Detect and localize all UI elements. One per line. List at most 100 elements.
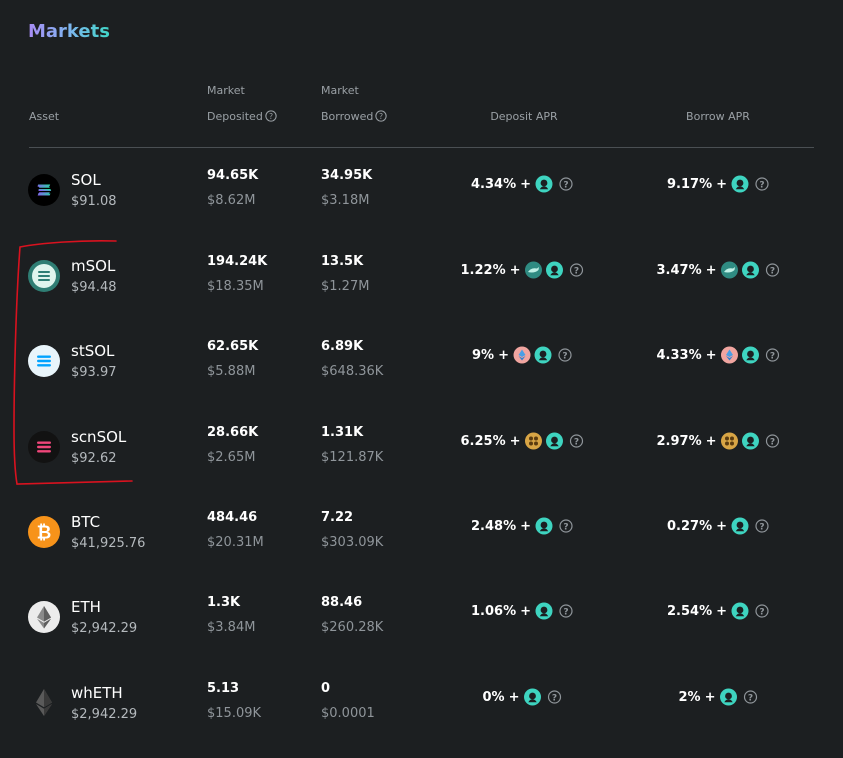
deposited-amount: 62.65K bbox=[207, 339, 259, 354]
asset-price: $91.08 bbox=[71, 194, 117, 209]
deposited-usd: $3.84M bbox=[207, 620, 256, 635]
market-row-sol[interactable]: SOL $91.08 94.65K $8.62M 34.95K $3.18M 4.34% +?… bbox=[0, 168, 843, 228]
header-market-deposited: Market Deposited? bbox=[207, 78, 277, 130]
deposit-apr-value: 4.34% bbox=[470, 176, 517, 192]
msol-icon bbox=[28, 260, 60, 292]
plus-sign: + bbox=[508, 689, 520, 705]
help-icon[interactable]: ? bbox=[765, 263, 780, 277]
plus-sign: + bbox=[716, 176, 728, 192]
deposit-apr-value: 1.06% bbox=[470, 603, 517, 619]
header-divider bbox=[29, 147, 814, 148]
deposited-amount: 94.65K bbox=[207, 168, 259, 183]
plus-sign: + bbox=[704, 689, 716, 705]
borrowed-amount: 88.46 bbox=[321, 595, 363, 610]
asset-name: ETH bbox=[71, 598, 101, 616]
help-icon[interactable]: ? bbox=[755, 604, 769, 618]
help-icon[interactable]: ? bbox=[755, 519, 769, 533]
plus-sign: + bbox=[716, 518, 728, 534]
asset-price: $92.62 bbox=[71, 451, 117, 466]
deposited-usd: $20.31M bbox=[207, 535, 264, 550]
reward-token-icon bbox=[731, 517, 749, 535]
deposit-apr-value: 0% bbox=[482, 689, 505, 705]
borrow-apr-value: 3.47% bbox=[656, 262, 702, 278]
help-icon[interactable]: ? bbox=[559, 604, 573, 618]
reward-token-icon bbox=[546, 432, 564, 450]
reward-token-icon bbox=[719, 688, 737, 706]
market-row-eth[interactable]: ETH $2,942.29 1.3K $3.84M 88.46 $260.28K 1.06%… bbox=[0, 595, 843, 655]
plus-sign: + bbox=[509, 433, 521, 449]
help-icon[interactable]: ? bbox=[569, 263, 584, 277]
borrow-apr-value: 2.54% bbox=[666, 603, 713, 619]
deposit-apr-value: 6.25% bbox=[460, 433, 506, 449]
borrowed-amount: 6.89K bbox=[321, 339, 364, 354]
market-row-stsol[interactable]: stSOL $93.97 62.65K $5.88M 6.89K $648.36K 9% +?… bbox=[0, 339, 843, 399]
header-deposited-line2-wrap: Deposited? bbox=[207, 104, 277, 130]
borrow-apr-cell: 4.33% +? bbox=[656, 346, 780, 364]
help-icon[interactable]: ? bbox=[559, 519, 573, 533]
lido-icon bbox=[513, 346, 531, 364]
asset-price: $2,942.29 bbox=[71, 707, 138, 722]
help-icon[interactable]: ? bbox=[765, 348, 780, 362]
deposit-apr-cell: 1.22% +? bbox=[460, 261, 584, 279]
plus-sign: + bbox=[520, 176, 532, 192]
help-icon[interactable]: ? bbox=[265, 110, 277, 122]
socean-icon bbox=[525, 432, 543, 450]
plus-sign: + bbox=[705, 433, 717, 449]
help-icon[interactable]: ? bbox=[547, 690, 562, 704]
deposit-apr-value: 9% bbox=[472, 347, 495, 363]
reward-token-icon bbox=[731, 175, 749, 193]
asset-price: $94.48 bbox=[71, 280, 117, 295]
svg-text:?: ? bbox=[759, 608, 764, 618]
lido-icon bbox=[721, 346, 739, 364]
reward-token-icon bbox=[742, 346, 760, 364]
svg-text:?: ? bbox=[379, 112, 383, 121]
help-icon[interactable]: ? bbox=[559, 177, 573, 191]
svg-text:?: ? bbox=[574, 267, 579, 277]
header-deposited-line1: Market bbox=[207, 84, 245, 97]
borrow-apr-cell: 2.97% +? bbox=[656, 432, 780, 450]
svg-text:?: ? bbox=[269, 112, 273, 121]
borrow-apr-value: 2.97% bbox=[656, 433, 702, 449]
plus-sign: + bbox=[705, 347, 717, 363]
borrowed-amount: 1.31K bbox=[321, 425, 364, 440]
eth-icon bbox=[28, 601, 60, 633]
deposit-apr-cell: 4.34% +? bbox=[471, 175, 573, 193]
market-row-msol[interactable]: mSOL $94.48 194.24K $18.35M 13.5K $1.27M 1.22%… bbox=[0, 254, 843, 314]
svg-text:?: ? bbox=[770, 438, 775, 448]
help-icon[interactable]: ? bbox=[755, 177, 769, 191]
deposit-apr-cell: 6.25% +? bbox=[460, 432, 584, 450]
socean-icon bbox=[721, 432, 739, 450]
header-borrowed-line2-wrap: Borrowed? bbox=[321, 104, 388, 130]
deposit-apr-cell: 2.48% +? bbox=[471, 517, 573, 535]
help-icon[interactable]: ? bbox=[558, 348, 572, 362]
marinade-icon bbox=[525, 261, 543, 279]
market-row-scnsol[interactable]: scnSOL $92.62 28.66K $2.65M 1.31K $121.87K 6.2… bbox=[0, 425, 843, 485]
borrow-apr-value: 4.33% bbox=[656, 347, 702, 363]
market-row-btc[interactable]: ₿ BTC $41,925.76 484.46 $20.31M 7.22 $303.09K 2… bbox=[0, 510, 843, 570]
asset-price: $41,925.76 bbox=[71, 536, 146, 551]
deposited-amount: 28.66K bbox=[207, 425, 259, 440]
sol-icon bbox=[28, 174, 60, 206]
plus-sign: + bbox=[520, 603, 532, 619]
help-icon[interactable]: ? bbox=[765, 434, 780, 448]
scnsol-icon bbox=[28, 431, 60, 463]
borrowed-usd: $1.27M bbox=[321, 279, 370, 294]
svg-text:?: ? bbox=[563, 181, 568, 191]
borrow-apr-cell: 0.27% +? bbox=[667, 517, 769, 535]
asset-name: mSOL bbox=[71, 257, 116, 275]
asset-name: BTC bbox=[71, 513, 101, 531]
deposited-amount: 1.3K bbox=[207, 595, 241, 610]
svg-text:?: ? bbox=[552, 694, 557, 704]
plus-sign: + bbox=[509, 262, 521, 278]
plus-sign: + bbox=[498, 347, 509, 363]
help-icon[interactable]: ? bbox=[375, 110, 388, 122]
help-icon[interactable]: ? bbox=[743, 690, 758, 704]
deposited-usd: $5.88M bbox=[207, 364, 256, 379]
help-icon[interactable]: ? bbox=[569, 434, 584, 448]
market-row-wheth[interactable]: whETH $2,942.29 5.13 $15.09K 0 $0.0001 0% +? 2% +… bbox=[0, 681, 843, 741]
deposit-apr-cell: 9% +? bbox=[472, 346, 572, 364]
borrow-apr-value: 2% bbox=[678, 689, 701, 705]
svg-text:?: ? bbox=[770, 352, 775, 362]
borrowed-usd: $121.87K bbox=[321, 450, 384, 465]
